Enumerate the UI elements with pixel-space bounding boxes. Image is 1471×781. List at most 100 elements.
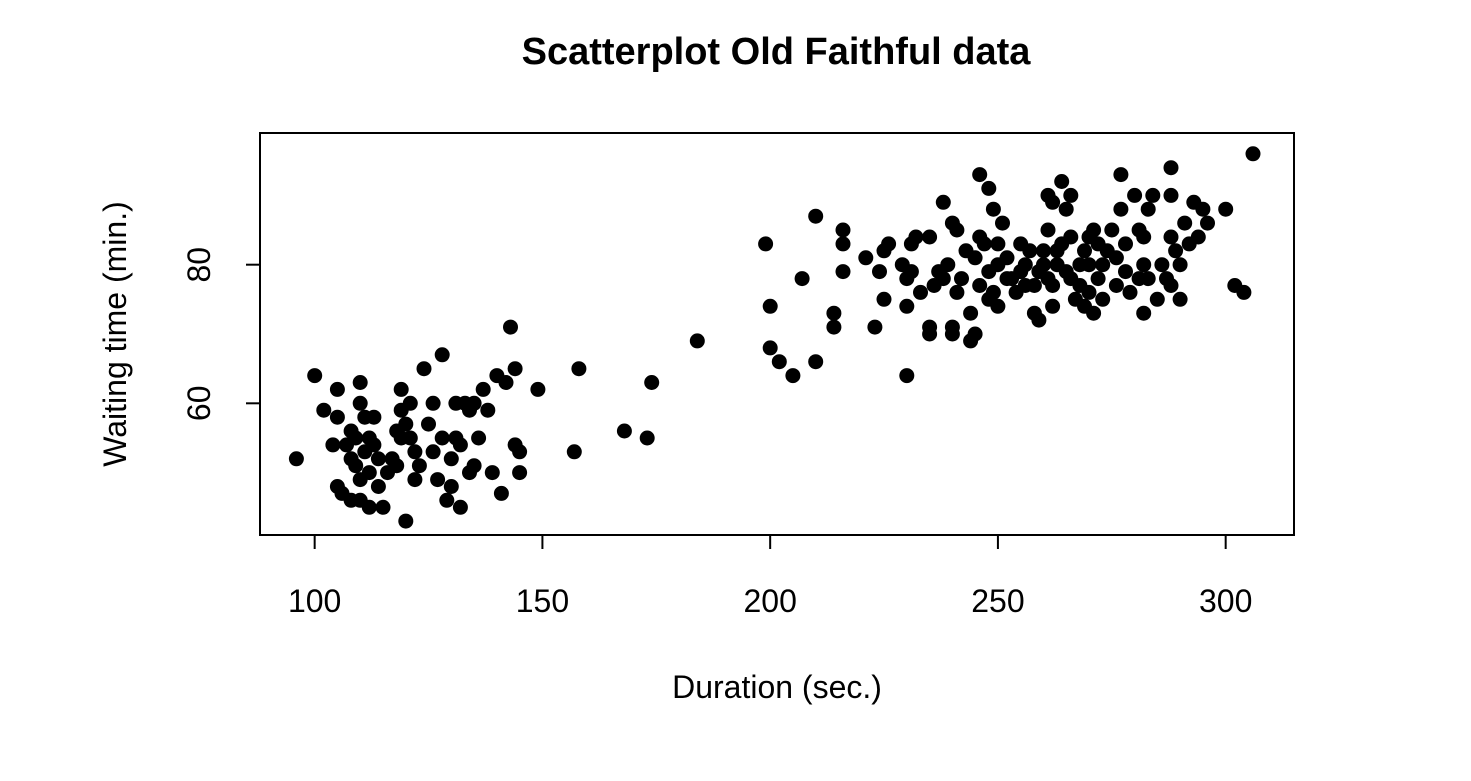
data-point — [466, 458, 482, 474]
data-point — [375, 499, 391, 515]
data-point — [512, 465, 528, 481]
data-point — [398, 513, 414, 529]
data-point — [1136, 229, 1152, 245]
data-point — [407, 444, 423, 460]
data-point — [370, 451, 386, 467]
data-point — [1081, 257, 1097, 273]
data-point — [1108, 250, 1124, 266]
data-point — [616, 423, 632, 439]
data-point — [1104, 222, 1120, 238]
data-point — [762, 298, 778, 314]
data-point — [903, 264, 919, 280]
data-point — [571, 361, 587, 377]
data-point — [402, 395, 418, 411]
data-point — [1063, 229, 1079, 245]
data-point — [976, 236, 992, 252]
data-point — [1245, 146, 1261, 162]
data-point — [443, 479, 459, 494]
data-point — [452, 499, 468, 515]
data-point — [999, 250, 1015, 266]
data-point — [867, 319, 883, 335]
data-point — [434, 347, 450, 363]
data-point — [1031, 312, 1047, 328]
data-point — [808, 354, 824, 370]
data-point — [402, 430, 418, 446]
data-point — [858, 250, 874, 266]
data-point — [949, 284, 965, 300]
data-point — [826, 319, 842, 335]
data-point — [935, 194, 951, 210]
data-point — [1195, 201, 1211, 217]
data-point — [398, 416, 414, 432]
data-point — [922, 229, 938, 245]
data-point — [1045, 278, 1061, 293]
data-point — [316, 402, 332, 418]
data-point — [1136, 257, 1152, 273]
data-point — [348, 458, 364, 474]
data-point — [325, 437, 341, 453]
data-point — [484, 465, 500, 481]
data-point — [1172, 257, 1188, 273]
data-point — [1058, 201, 1074, 217]
data-point — [944, 326, 960, 342]
data-point — [503, 319, 518, 335]
data-point — [530, 381, 546, 397]
data-point — [1054, 174, 1070, 189]
data-point — [913, 284, 928, 300]
data-point — [1090, 271, 1106, 287]
data-point — [967, 326, 983, 342]
data-point — [808, 208, 824, 224]
data-point — [899, 298, 915, 314]
x-axis-label: Duration (sec.) — [672, 669, 882, 705]
data-point — [366, 409, 382, 425]
data-point — [1095, 291, 1111, 307]
data-point — [972, 167, 988, 183]
data-point — [1113, 201, 1129, 217]
data-point — [1036, 257, 1051, 273]
data-point — [972, 278, 988, 293]
data-point — [1190, 229, 1206, 245]
data-point — [434, 430, 450, 446]
data-point — [1163, 160, 1179, 176]
data-point — [452, 437, 468, 453]
data-point — [794, 271, 810, 287]
data-point — [1086, 305, 1102, 321]
data-point — [1218, 201, 1234, 217]
data-point — [1127, 187, 1143, 203]
data-point — [1045, 194, 1061, 210]
data-point — [1077, 243, 1092, 259]
data-point — [1086, 222, 1102, 238]
data-point — [835, 264, 851, 280]
data-point — [493, 485, 509, 501]
data-point — [352, 375, 368, 390]
data-point — [1177, 215, 1193, 231]
data-point — [935, 271, 951, 287]
data-point — [393, 381, 409, 397]
data-point — [985, 284, 1001, 300]
data-point — [1118, 236, 1133, 252]
data-point — [425, 444, 441, 460]
data-point — [881, 236, 897, 252]
data-point — [1026, 278, 1042, 293]
data-point — [1113, 167, 1129, 183]
plot-frame — [259, 132, 1295, 536]
data-point — [1095, 257, 1111, 273]
x-axis: 100 150 200 250 300 — [288, 535, 1252, 619]
data-point — [507, 361, 523, 377]
data-point — [1168, 243, 1184, 259]
data-point — [1163, 278, 1179, 293]
data-point — [835, 236, 851, 252]
data-point — [307, 368, 323, 384]
data-point — [348, 430, 364, 446]
data-point — [329, 409, 345, 425]
data-point — [922, 326, 938, 342]
data-point — [1149, 291, 1165, 307]
data-point — [1122, 284, 1138, 300]
data-point — [1118, 264, 1133, 280]
data-point — [480, 402, 496, 418]
y-axis: 60 80 — [181, 247, 260, 421]
data-point — [981, 180, 997, 196]
data-point — [366, 437, 382, 453]
data-point — [1200, 215, 1215, 231]
data-point — [1136, 305, 1152, 321]
